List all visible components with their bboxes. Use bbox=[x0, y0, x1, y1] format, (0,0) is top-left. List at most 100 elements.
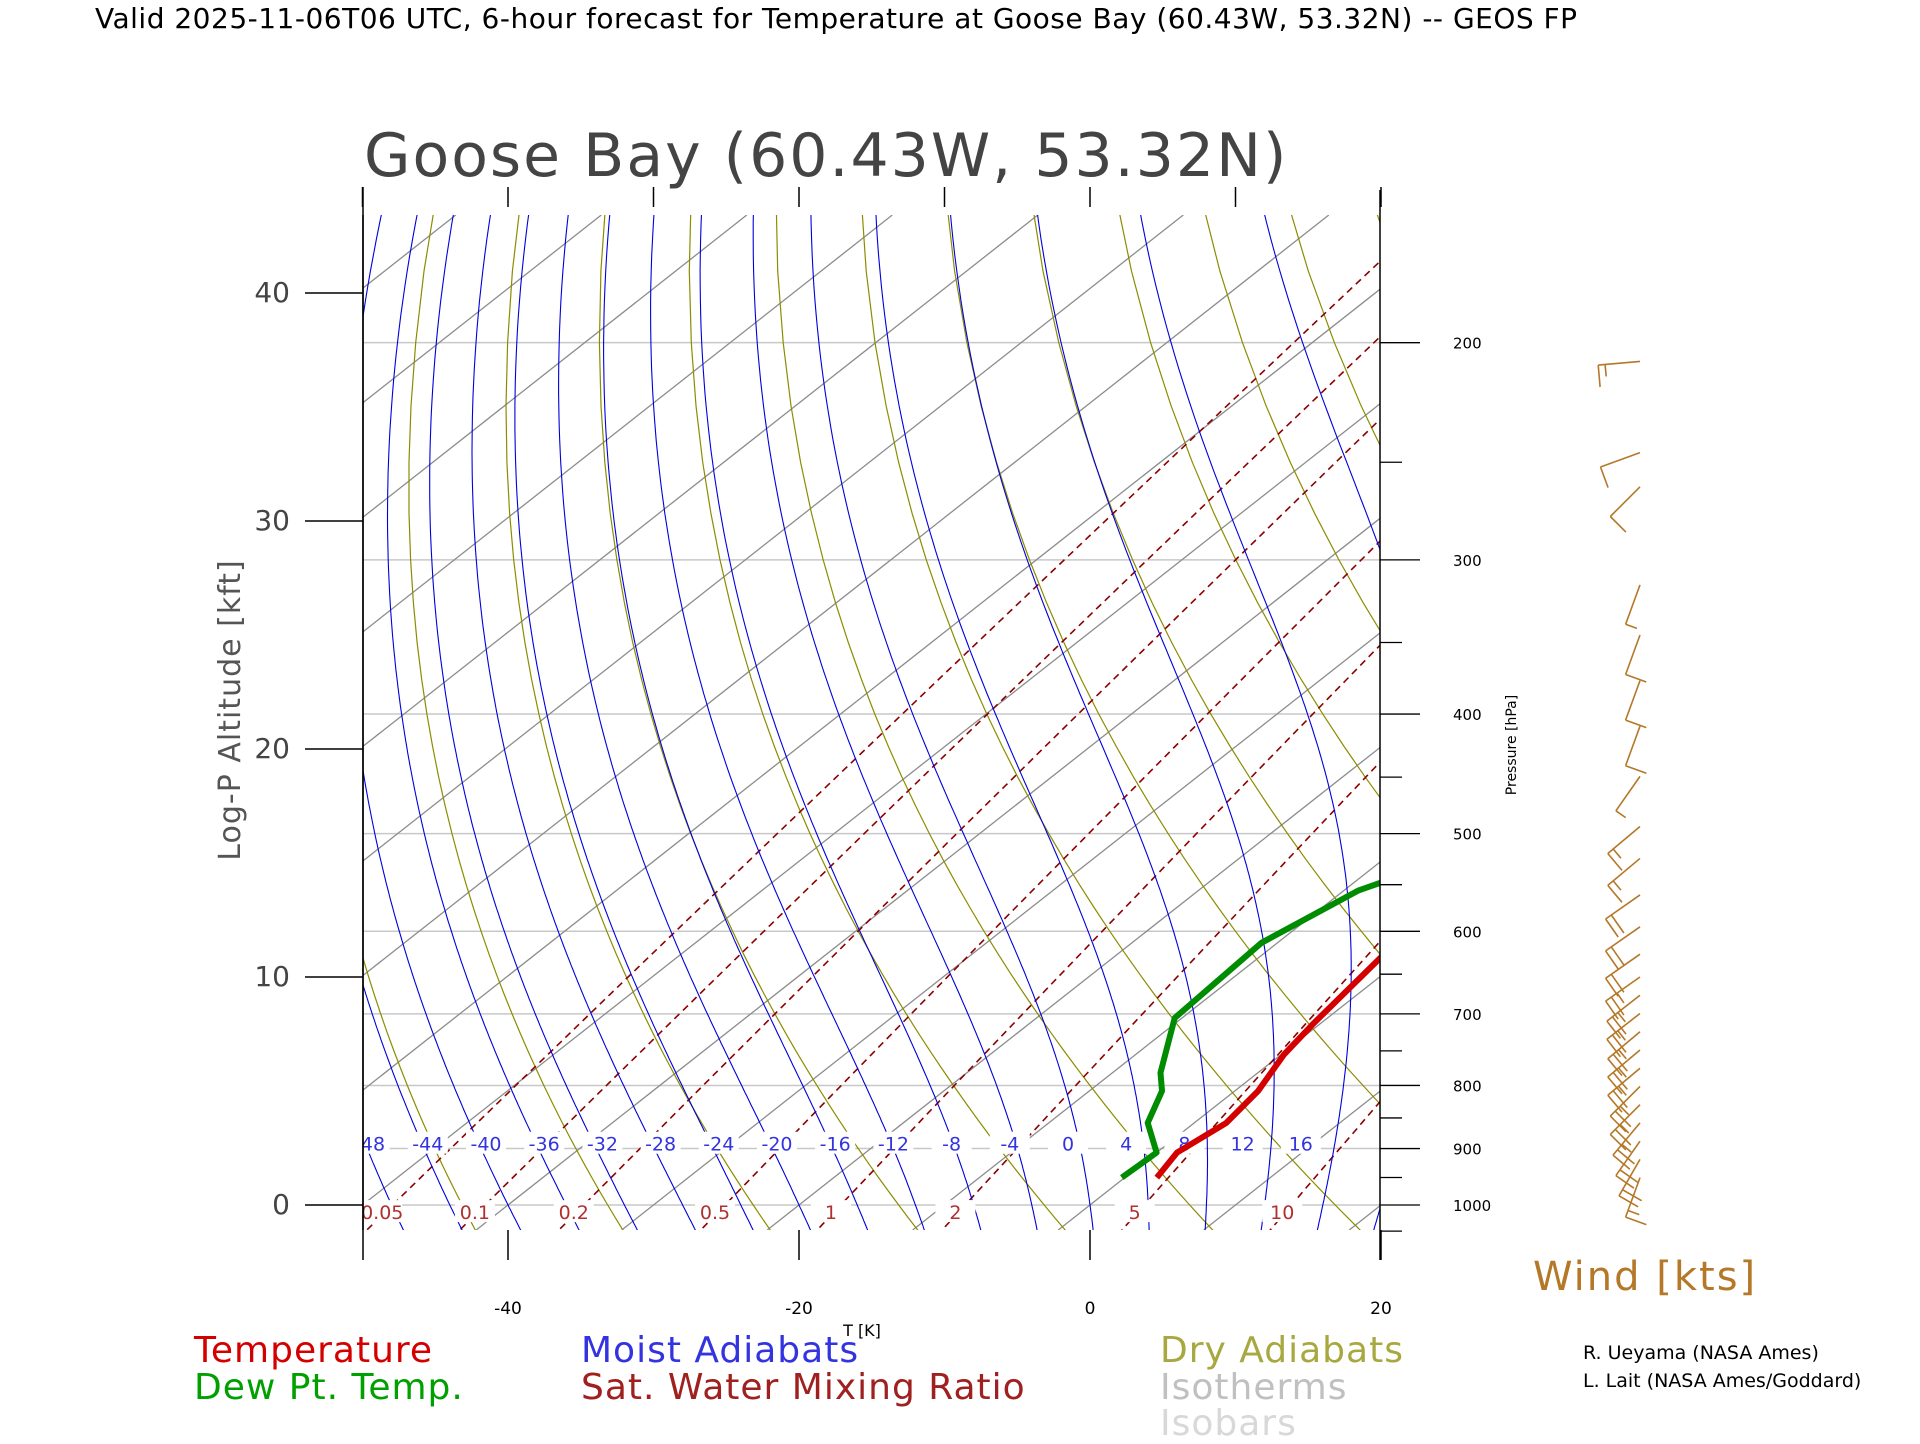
dry-adiabat-line bbox=[1199, 189, 1920, 1280]
moist-adiabat-line bbox=[430, 189, 663, 1280]
mixing-ratio-line bbox=[896, 189, 1920, 1280]
wind-barb bbox=[1608, 858, 1640, 902]
mixing-ratio-value-label: 0.05 bbox=[361, 1202, 403, 1224]
pressure-tick-label: 800 bbox=[1453, 1077, 1482, 1095]
legend-isobars: Isobars bbox=[1160, 1403, 1297, 1444]
wind-barb bbox=[1626, 585, 1640, 629]
mixing-ratio-value-label: 0.1 bbox=[460, 1202, 490, 1224]
mixing-ratio-value-label: 0.5 bbox=[700, 1202, 730, 1224]
isotherm-line bbox=[1349, 215, 1920, 1230]
isotherm-line bbox=[1495, 215, 1920, 1230]
moist-adiabat-line bbox=[604, 189, 887, 1280]
dry-adiabat-line bbox=[307, 189, 503, 1280]
pressure-tick-label: 500 bbox=[1453, 826, 1482, 844]
moist-adiabat-value-label: 4 bbox=[1120, 1134, 1132, 1156]
wind-barb bbox=[1608, 827, 1640, 871]
mixing-ratio-value-label: 0.2 bbox=[559, 1202, 589, 1224]
y-axis-label: Log-P Altitude [kft] bbox=[213, 559, 248, 860]
dry-adiabat-line bbox=[0, 189, 99, 1280]
mixing-ratio-value-label: 1 bbox=[825, 1202, 837, 1224]
isotherm-line bbox=[0, 215, 747, 1230]
dry-adiabat-line bbox=[689, 189, 1109, 1280]
isotherm-line bbox=[0, 215, 1183, 1230]
moist-adiabat-line bbox=[949, 189, 1208, 1280]
y-tick-label: 30 bbox=[254, 504, 290, 537]
dry-adiabat-line bbox=[409, 189, 655, 1280]
isotherm-line bbox=[0, 215, 310, 1230]
dry-adiabat-line bbox=[91, 189, 201, 1280]
mixing-ratio-line bbox=[770, 189, 1833, 1280]
pressure-tick-label: 700 bbox=[1453, 1006, 1482, 1024]
moist-adiabat-line bbox=[472, 189, 720, 1280]
mixing-ratio-line bbox=[1797, 189, 1920, 1280]
credit-line-2: L. Lait (NASA Ames/Goddard) bbox=[1583, 1370, 1861, 1392]
pressure-tick-label: 200 bbox=[1453, 335, 1482, 353]
wind-barb bbox=[1610, 487, 1640, 532]
moist-adiabat-value-label: 12 bbox=[1231, 1134, 1255, 1156]
x-tick-label: 20 bbox=[1370, 1299, 1392, 1319]
pressure-tick-label: 1000 bbox=[1453, 1197, 1491, 1215]
moist-adiabat-line bbox=[515, 189, 777, 1280]
isotherm-line bbox=[1058, 215, 1920, 1230]
dry-adiabat-line bbox=[1030, 189, 1715, 1280]
pressure-axis-label: Pressure [hPa] bbox=[1504, 695, 1520, 795]
mixing-ratio-line bbox=[316, 189, 1458, 1280]
moist-adiabat-value-label: -16 bbox=[820, 1134, 851, 1156]
dry-adiabat-line bbox=[0, 189, 14, 1280]
isotherm-line bbox=[0, 215, 165, 1230]
wind-barb bbox=[1626, 635, 1647, 682]
wind-barb bbox=[1598, 361, 1640, 387]
dry-adiabat-line bbox=[1453, 189, 1920, 1280]
wind-barb bbox=[1606, 927, 1640, 969]
moist-adiabat-value-label: -32 bbox=[587, 1134, 618, 1156]
dry-adiabat-line bbox=[1622, 189, 1920, 1280]
moist-adiabat-value-label: -8 bbox=[942, 1134, 961, 1156]
credit-line-1: R. Ueyama (NASA Ames) bbox=[1583, 1342, 1819, 1364]
moist-adiabat-value-label: -24 bbox=[703, 1134, 734, 1156]
dry-adiabat-line bbox=[1876, 189, 1920, 1280]
y-tick-label: 40 bbox=[254, 276, 290, 309]
y-tick-label: 20 bbox=[254, 732, 290, 765]
dewpoint-profile-line bbox=[1122, 216, 1920, 1178]
isotherm-line bbox=[913, 215, 1920, 1230]
moist-adiabat-value-label: -48 bbox=[354, 1134, 385, 1156]
pressure-tick-label: 600 bbox=[1453, 923, 1482, 941]
legend-isotherms: Isotherms bbox=[1160, 1367, 1347, 1408]
moist-adiabat-value-label: -40 bbox=[470, 1134, 501, 1156]
dry-adiabat-line bbox=[1791, 189, 1920, 1280]
legend-dry-adiabats: Dry Adiabats bbox=[1160, 1330, 1404, 1371]
mixing-ratio-value-label: 2 bbox=[949, 1202, 961, 1224]
isotherm-line bbox=[0, 215, 19, 1230]
x-tick-label: 0 bbox=[1085, 1299, 1096, 1319]
isotherm-line bbox=[0, 215, 601, 1230]
mixing-ratio-value-label: 5 bbox=[1129, 1202, 1141, 1224]
moist-adiabat-line bbox=[875, 189, 1149, 1280]
moist-adiabat-value-label: 16 bbox=[1289, 1134, 1313, 1156]
legend-moist-adiabats: Moist Adiabats bbox=[581, 1330, 859, 1371]
moist-adiabat-value-label: -28 bbox=[645, 1134, 676, 1156]
wind-label: Wind [kts] bbox=[1533, 1254, 1757, 1300]
moist-adiabat-value-label: -36 bbox=[529, 1134, 560, 1156]
moist-adiabat-value-label: -4 bbox=[1000, 1134, 1019, 1156]
wind-barb bbox=[1616, 776, 1640, 817]
wind-barb bbox=[1601, 453, 1641, 488]
mixing-ratio-line bbox=[409, 189, 1535, 1280]
moist-adiabat-line bbox=[651, 189, 940, 1280]
legend-temperature: Temperature bbox=[194, 1330, 433, 1371]
isotherm-line bbox=[767, 215, 1920, 1230]
isotherm-line bbox=[1640, 215, 1920, 1230]
dry-adiabat-line bbox=[1707, 189, 1920, 1280]
moist-adiabat-value-label: 0 bbox=[1062, 1134, 1074, 1156]
moist-adiabat-value-label: -44 bbox=[412, 1134, 443, 1156]
moist-adiabat-value-label: -12 bbox=[878, 1134, 909, 1156]
isotherm-line bbox=[185, 215, 1474, 1230]
x-tick-label: -40 bbox=[494, 1299, 522, 1319]
mixing-ratio-value-label: 10 bbox=[1270, 1202, 1294, 1224]
chart-title: Goose Bay (60.43W, 53.32N) bbox=[364, 121, 1288, 191]
mixing-ratio-line bbox=[1078, 189, 1920, 1280]
wind-barb bbox=[1606, 954, 1640, 996]
wind-barb bbox=[1626, 726, 1647, 773]
x-tick-label: -20 bbox=[785, 1299, 813, 1319]
legend-dewpoint: Dew Pt. Temp. bbox=[194, 1367, 464, 1408]
